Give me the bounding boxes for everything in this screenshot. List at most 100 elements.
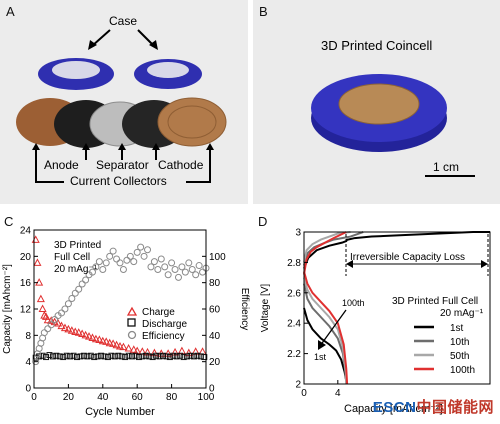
watermark-part1: ESCN: [372, 399, 417, 416]
point-discharge-25: [118, 353, 125, 360]
watermark: ESCN中国储能网: [373, 396, 494, 417]
chart-c-y2tick-label-1: 20: [209, 357, 221, 368]
point-efficiency-12: [64, 300, 72, 308]
point-efficiency-26: [113, 255, 121, 263]
anode-label: Anode: [44, 158, 79, 172]
charge-curve-1st: [303, 231, 490, 269]
point-efficiency-25: [109, 247, 117, 255]
chart-c-annotation-3: 20 mAg⁻¹: [54, 264, 98, 275]
point-charge-18: [81, 330, 90, 339]
point-discharge-32: [142, 352, 149, 359]
cathode-label: Cathode: [158, 158, 204, 172]
chart-c-y2tick-label-2: 40: [209, 331, 221, 342]
point-efficiency-43: [171, 266, 179, 273]
point-discharge-43: [180, 354, 187, 361]
chart-c-y2tick-label-5: 100: [209, 252, 226, 263]
point-efficiency-38: [154, 266, 162, 273]
cathode-collector-disc: [157, 97, 227, 147]
point-charge-31: [129, 345, 138, 353]
legend-10th-label: 10th: [450, 337, 469, 348]
chart-c-ytick-label-6: 24: [20, 226, 32, 237]
point-discharge-38: [163, 353, 170, 360]
chart-d-ytick-label-4: 2.8: [287, 258, 301, 269]
point-efficiency-16: [78, 280, 86, 288]
point-efficiency-39: [157, 255, 165, 263]
point-discharge-11: [70, 352, 77, 359]
point-efficiency-10: [58, 309, 66, 317]
point-discharge-5: [49, 353, 56, 360]
point-efficiency-14: [71, 289, 79, 297]
point-discharge-24: [115, 352, 122, 359]
charge-curve-10th: [303, 231, 364, 266]
panel-b-photo: B 3D Printed Coincell 1 cm: [253, 0, 500, 204]
panel-b-label: B: [259, 4, 268, 19]
point-charge-7: [43, 315, 52, 324]
point-efficiency-44: [174, 273, 182, 281]
case-label: Case: [109, 14, 138, 28]
point-discharge-34: [149, 354, 156, 361]
point-efficiency-50: [195, 262, 203, 270]
point-discharge-49: [201, 354, 208, 361]
point-discharge-44: [184, 353, 191, 360]
chart-c-ylabel: Capacity [mAhcm⁻²]: [2, 264, 13, 354]
point-efficiency-46: [181, 268, 189, 276]
legend-50th-label: 50th: [450, 351, 469, 362]
panel-d-label: D: [258, 214, 268, 229]
cycle-arrow: [319, 309, 347, 347]
chart-d-legend-title-2: 20 mAg⁻¹: [440, 308, 484, 319]
point-efficiency-32: [133, 248, 141, 256]
chart-c-xtick-label-5: 100: [198, 392, 215, 403]
point-discharge-22: [108, 352, 115, 359]
chart-d-xtick-label-1: 4: [335, 388, 341, 399]
point-charge-20: [88, 333, 97, 341]
point-charge-2: [35, 278, 44, 286]
chart-c-ytick-label-4: 16: [20, 278, 32, 289]
point-efficiency-29: [123, 256, 131, 264]
point-efficiency-34: [140, 252, 148, 260]
point-discharge-18: [94, 353, 101, 360]
scale-bar-label: 1 cm: [433, 160, 460, 174]
point-charge-17: [78, 329, 87, 338]
legend-charge-marker: [126, 306, 138, 316]
chart-d-xlabel: Capacity [mAhcm⁻²]: [344, 403, 443, 415]
point-efficiency-41: [164, 271, 172, 279]
panel-a-label: A: [6, 4, 15, 19]
point-discharge-45: [187, 352, 194, 359]
point-charge-3: [36, 294, 45, 303]
chart-d-frame: [303, 231, 491, 385]
point-efficiency-5: [40, 329, 48, 337]
point-discharge-4: [46, 352, 53, 359]
point-efficiency-21: [95, 258, 103, 266]
point-charge-35: [150, 348, 159, 357]
chart-c-ytick-label-3: 12: [20, 305, 32, 316]
point-discharge-20: [101, 353, 108, 360]
point-discharge-29: [132, 352, 139, 359]
point-efficiency-15: [75, 285, 83, 293]
point-charge-23: [98, 336, 107, 345]
chart-c-xlabel: Cycle Number: [85, 406, 155, 418]
chart-d-ylabel: Voltage [V]: [260, 284, 271, 333]
point-charge-29: [119, 342, 128, 351]
case-ring-right: [134, 59, 202, 89]
point-efficiency-8: [51, 316, 59, 324]
chart-c-xtick-label-4: 80: [166, 392, 178, 403]
point-efficiency-31: [130, 258, 138, 266]
point-charge-0: [31, 235, 40, 243]
point-efficiency-37: [150, 258, 158, 266]
point-discharge-27: [125, 352, 132, 359]
current-collectors-label: Current Collectors: [70, 174, 167, 188]
chart-c-xtick-label-1: 20: [63, 392, 75, 403]
legend-efficiency-marker: [127, 330, 137, 340]
point-charge-26: [109, 339, 118, 347]
coincell-illustration: [311, 74, 475, 177]
point-efficiency-24: [106, 252, 114, 260]
point-efficiency-11: [61, 305, 69, 313]
chart-c-ytick-label-1: 4: [25, 357, 31, 368]
point-discharge-36: [156, 353, 163, 360]
point-charge-21: [91, 334, 100, 343]
point-efficiency-47: [185, 259, 193, 267]
point-efficiency-49: [192, 271, 200, 279]
panel-a-photo: A Case Anode Se: [0, 0, 248, 204]
point-efficiency-13: [68, 294, 76, 302]
